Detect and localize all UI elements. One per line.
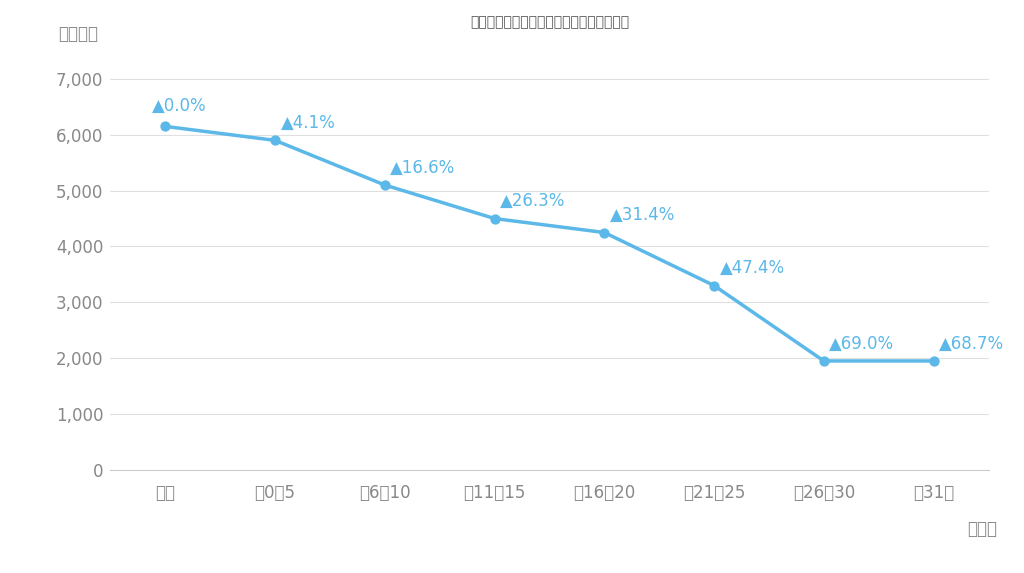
Point xyxy=(816,356,833,366)
Point xyxy=(486,214,503,223)
Text: ▲47.4%: ▲47.4% xyxy=(720,259,784,277)
Text: （年）: （年） xyxy=(968,520,997,538)
Text: ▲0.0%: ▲0.0% xyxy=(153,97,207,115)
Text: ▲68.7%: ▲68.7% xyxy=(939,335,1005,352)
Text: ▲31.4%: ▲31.4% xyxy=(610,206,675,224)
Text: ▲26.3%: ▲26.3% xyxy=(500,192,565,210)
Text: （万円）: （万円） xyxy=(57,25,97,42)
Text: ▲16.6%: ▲16.6% xyxy=(390,159,456,176)
Text: ▲4.1%: ▲4.1% xyxy=(281,113,335,131)
Point xyxy=(377,180,393,190)
Point xyxy=(267,136,284,145)
Point xyxy=(596,228,612,237)
Title: 首都圏中古マンションの築年数別価格推移: 首都圏中古マンションの築年数別価格推移 xyxy=(470,15,629,29)
Point xyxy=(706,281,722,290)
Point xyxy=(157,122,173,131)
Point xyxy=(926,356,942,366)
Text: ▲69.0%: ▲69.0% xyxy=(829,335,895,352)
